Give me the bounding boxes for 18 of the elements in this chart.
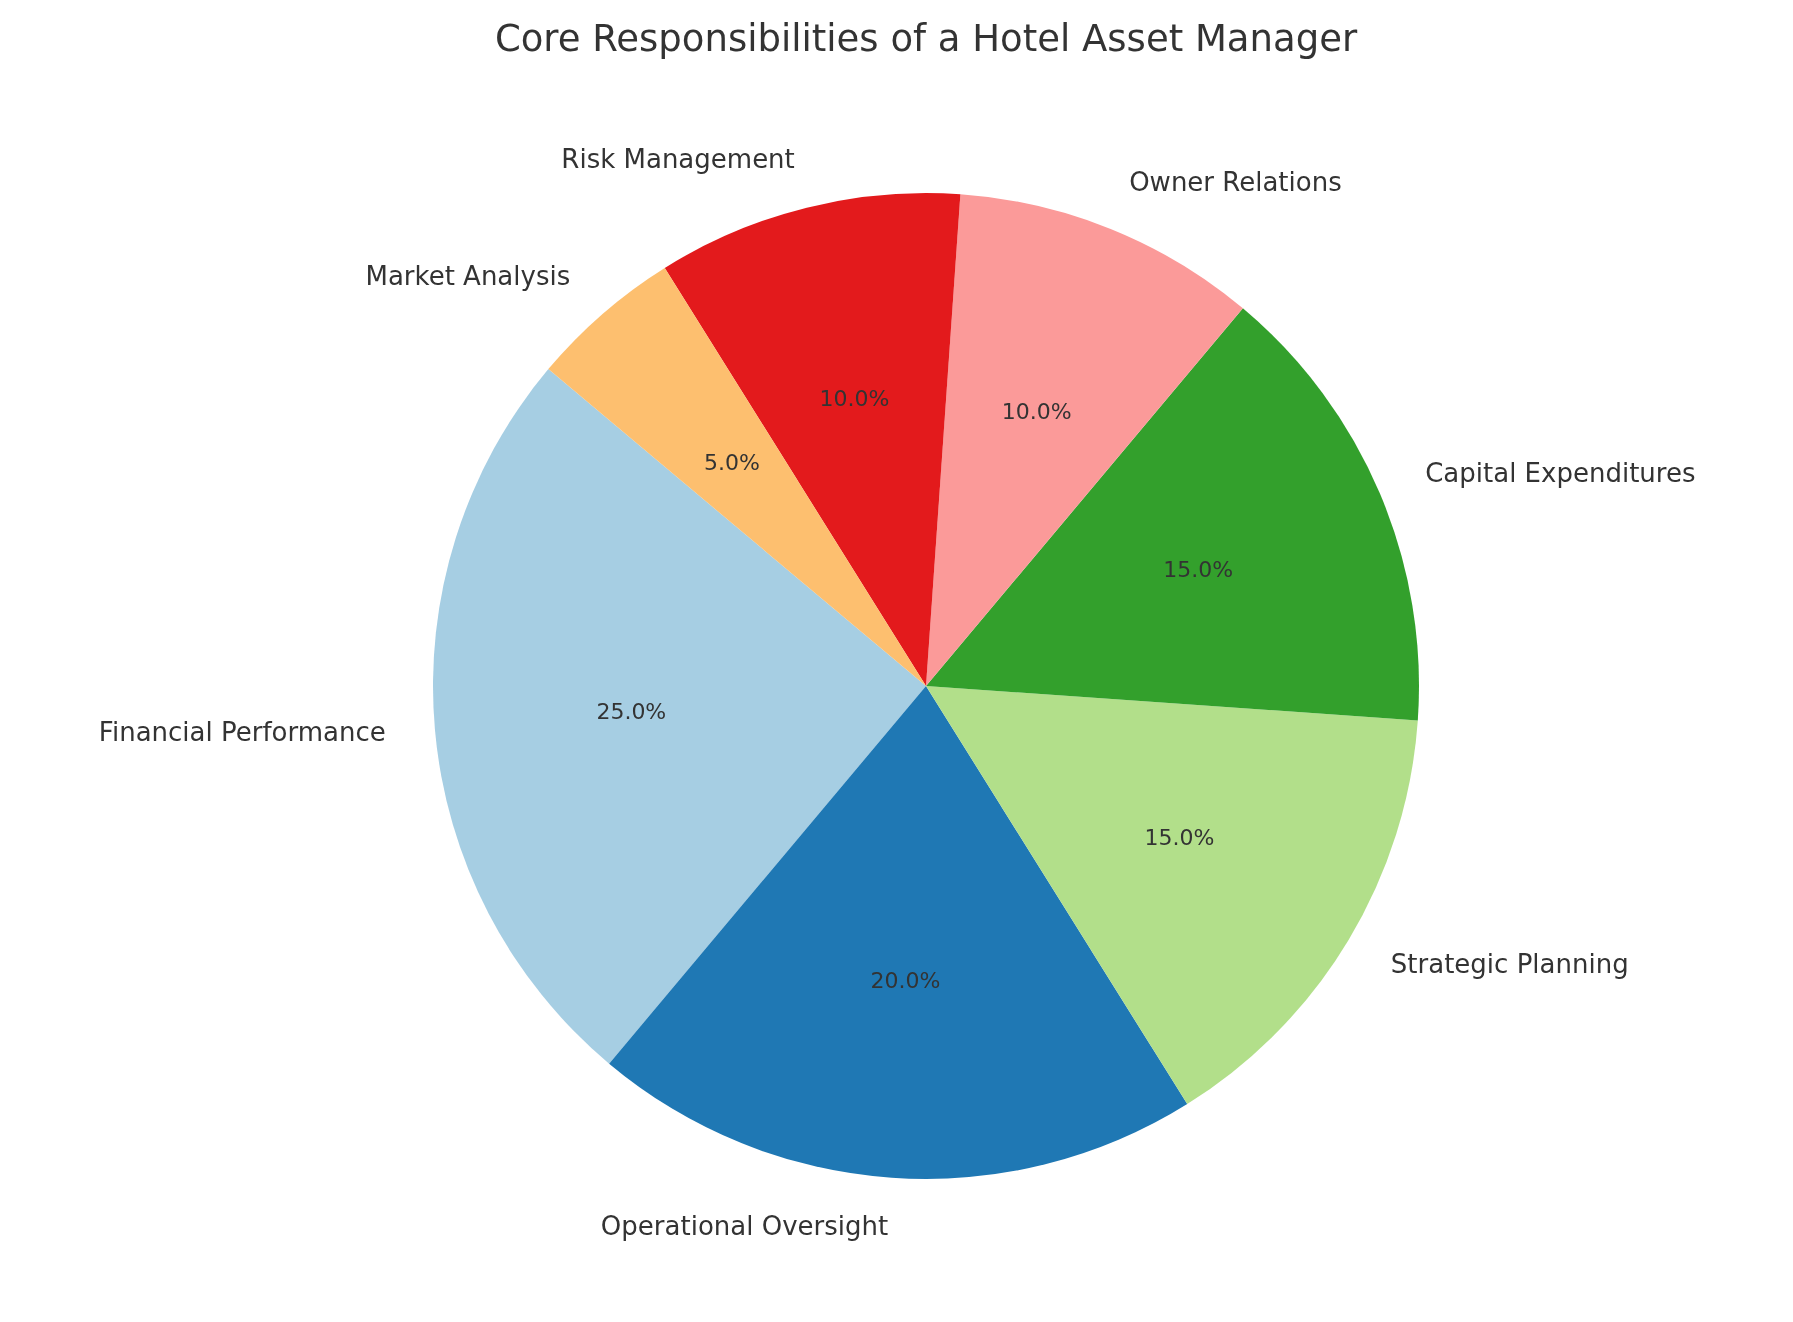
slice-label: Strategic Planning — [1390, 949, 1629, 980]
pie-slice — [926, 194, 1243, 686]
chart-title: Core Responsibilities of a Hotel Asset Manager — [494, 17, 1358, 60]
slice-label: Capital Expenditures — [1425, 458, 1696, 489]
slice-label: Market Analysis — [365, 260, 571, 291]
slice-label: Risk Management — [561, 143, 795, 174]
pie-slice — [664, 193, 961, 686]
data-label: 5.0% — [703, 449, 760, 475]
slice-label: Financial Performance — [98, 717, 386, 748]
data-label: 25.0% — [596, 698, 667, 724]
slice-label: Owner Relations — [1129, 167, 1342, 198]
data-label: 15.0% — [1144, 825, 1215, 851]
pie-slice — [926, 308, 1419, 721]
data-label: 15.0% — [1163, 557, 1234, 583]
data-label: 10.0% — [819, 385, 890, 411]
data-label: 20.0% — [870, 968, 941, 994]
slice-label: Operational Oversight — [600, 1210, 889, 1241]
data-label: 10.0% — [1001, 398, 1072, 424]
